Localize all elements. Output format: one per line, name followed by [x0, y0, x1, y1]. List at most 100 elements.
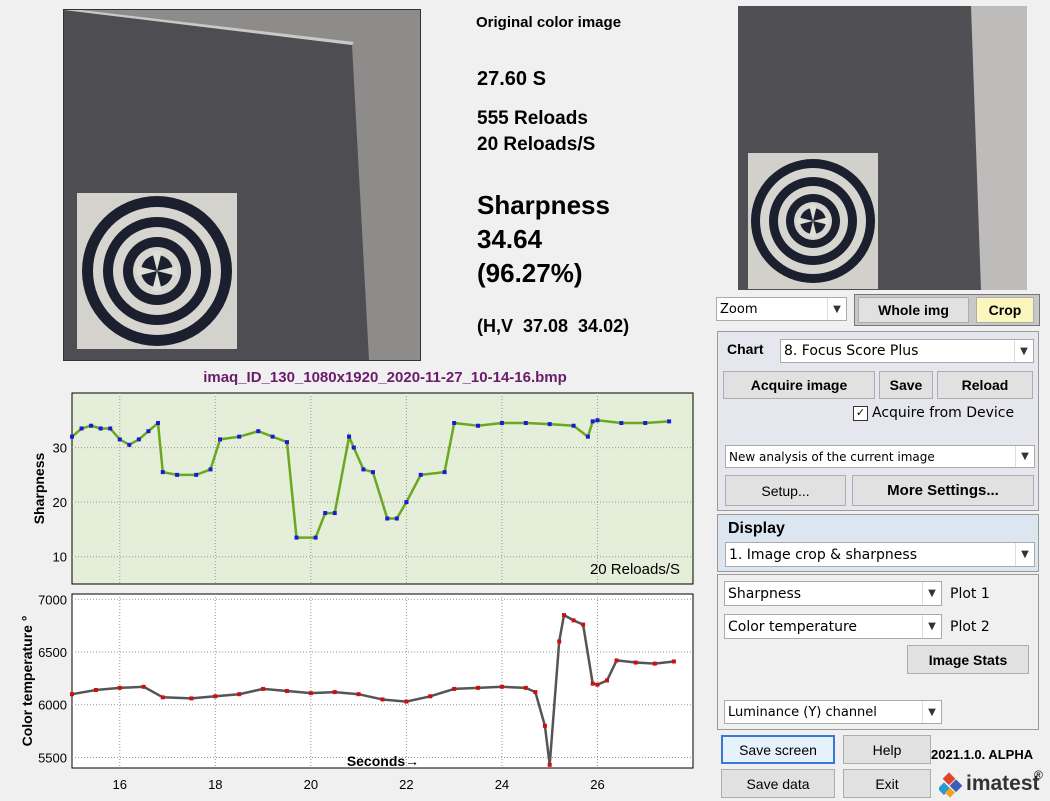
data-point [79, 426, 84, 431]
reload-count: 555 Reloads [477, 108, 588, 129]
data-point [590, 419, 595, 424]
color-temperature-chart: 5500 6000 6500 7000 16 18 20 22 24 26 Color temper… [19, 592, 694, 792]
chart-select[interactable]: 8. Focus Score Plus ▼ [780, 339, 1034, 363]
data-point [614, 658, 619, 663]
plot1-label: Plot 1 [950, 586, 990, 602]
data-point [347, 434, 352, 439]
data-point [633, 660, 638, 665]
data-point [141, 684, 146, 689]
acquire-device-checkbox[interactable]: ✓ [853, 406, 868, 421]
plot2-label: Plot 2 [950, 619, 990, 635]
data-point [284, 440, 289, 445]
data-point [619, 421, 624, 426]
save-data-button[interactable]: Save data [721, 769, 835, 798]
y-tick-label: 7000 [38, 592, 67, 607]
data-point [213, 694, 218, 699]
crop-button[interactable]: Crop [976, 297, 1034, 323]
acquire-image-button[interactable]: Acquire image [723, 371, 875, 399]
data-point [308, 691, 313, 696]
x-axis-label: Seconds→ [347, 753, 419, 769]
x-tick-label: 18 [208, 777, 222, 792]
zoom-select[interactable]: Zoom ▼ [716, 297, 847, 321]
data-point [394, 516, 399, 521]
data-point [160, 695, 165, 700]
data-point [108, 426, 113, 431]
save-button[interactable]: Save [879, 371, 933, 399]
chevron-down-icon: ▼ [1014, 340, 1033, 362]
data-point [571, 423, 576, 428]
chevron-down-icon: ▼ [922, 615, 941, 638]
data-point [332, 690, 337, 695]
data-point [70, 692, 74, 697]
chevron-down-icon: ▼ [1015, 446, 1034, 467]
data-point [356, 692, 361, 697]
chart-label: Chart [727, 341, 764, 357]
chart-select-value: 8. Focus Score Plus [784, 343, 919, 359]
data-point [590, 681, 595, 686]
chevron-down-icon: ▼ [922, 701, 941, 723]
reload-button[interactable]: Reload [937, 371, 1033, 399]
data-point [595, 418, 600, 423]
data-point [284, 689, 289, 694]
y-axis-label: Sharpness [31, 452, 47, 524]
display-title: Display [728, 520, 785, 537]
chart-annotation: 20 Reloads/S [590, 561, 680, 578]
data-point [547, 422, 552, 427]
x-tick-label: 16 [113, 777, 127, 792]
data-point [452, 421, 457, 426]
crop-image [738, 6, 1027, 290]
analysis-select-value: New analysis of the current image [729, 449, 935, 464]
data-point [557, 639, 562, 644]
plot2-select-value: Color temperature [728, 618, 858, 635]
data-point [428, 694, 433, 699]
x-tick-label: 20 [304, 777, 318, 792]
y-tick-label: 20 [53, 495, 67, 510]
data-point [294, 535, 299, 540]
y-axis-label: Color temperature ° [19, 616, 35, 747]
plot2-select[interactable]: Color temperature ▼ [724, 614, 942, 639]
data-point [605, 678, 610, 683]
data-point [562, 613, 567, 618]
more-settings-button[interactable]: More Settings... [852, 475, 1034, 506]
data-point [452, 686, 457, 691]
registered-mark: ® [1034, 768, 1043, 782]
data-point [155, 421, 160, 426]
exit-button[interactable]: Exit [843, 769, 931, 798]
data-point [533, 690, 538, 695]
data-point [218, 437, 223, 442]
help-button[interactable]: Help [843, 735, 931, 764]
channel-select[interactable]: Luminance (Y) channel ▼ [724, 700, 942, 724]
display-mode-value: 1. Image crop & sharpness [729, 546, 917, 563]
data-point [595, 682, 600, 687]
data-point [643, 421, 648, 426]
y-tick-label: 5500 [38, 750, 67, 765]
save-screen-button[interactable]: Save screen [721, 735, 835, 764]
display-mode-select[interactable]: 1. Image crop & sharpness ▼ [725, 542, 1035, 567]
elapsed-time: 27.60 S [477, 68, 546, 90]
x-tick-label: 24 [495, 777, 509, 792]
chevron-down-icon: ▼ [1015, 543, 1034, 566]
data-point [136, 437, 141, 442]
analysis-select[interactable]: New analysis of the current image ▼ [725, 445, 1035, 468]
data-point [261, 686, 266, 691]
data-point [523, 685, 528, 690]
data-point [542, 723, 547, 728]
data-point [671, 659, 676, 664]
data-point [585, 434, 590, 439]
whole-img-button[interactable]: Whole img [858, 297, 969, 323]
image-stats-button[interactable]: Image Stats [907, 645, 1029, 674]
original-image [63, 9, 421, 361]
data-point [189, 696, 194, 701]
y-tick-label: 6000 [38, 698, 67, 713]
plot-area [71, 392, 694, 585]
sharpness-chart: 10 20 30 Sharpness 20 Reloads/S [31, 392, 694, 585]
data-point [523, 421, 528, 426]
y-tick-label: 30 [53, 441, 67, 456]
data-point [313, 535, 318, 540]
x-tick-label: 26 [590, 777, 604, 792]
x-tick-label: 22 [399, 777, 413, 792]
data-point [70, 434, 74, 439]
plot1-select[interactable]: Sharpness ▼ [724, 581, 942, 606]
setup-button[interactable]: Setup... [725, 475, 846, 506]
data-point [442, 470, 447, 475]
